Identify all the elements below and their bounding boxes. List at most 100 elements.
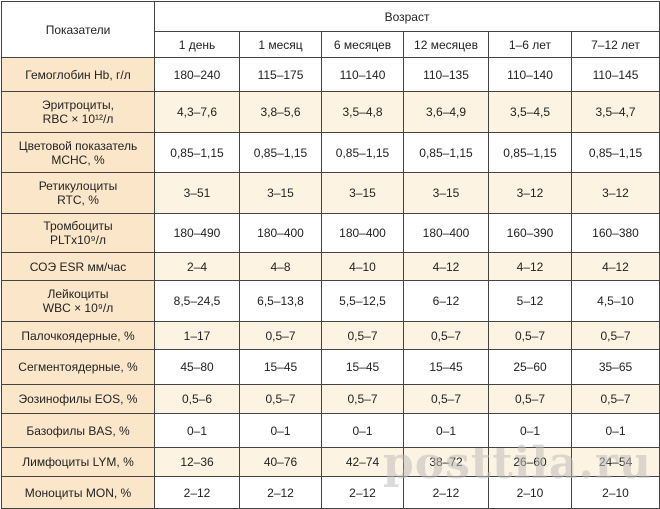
row-label: Цветовой показатель MCHC, % [1,132,155,173]
table-cell: 4–12 [570,252,660,281]
table-cell: 24–54 [570,447,660,477]
row-label-main: Лимфоциты LYM, % [22,455,134,469]
age-column-header: 1 месяц [239,31,322,58]
row-label-sub: RTC, % [57,193,99,207]
table-cell: 160–390 [488,213,572,253]
table-cell: 1–17 [154,321,240,350]
table-cell: 0,5–7 [488,384,572,414]
table-row: Палочкоядерные, % 1–17 0,5–7 0,5–7 0,5–7 0,5–… [1,321,660,350]
table-cell: 12–36 [154,447,240,477]
row-label: Сегментоядерные, % [1,349,155,385]
table-cell: 180–400 [239,213,322,253]
row-label: Лейкоциты WBC × 10⁹/л [1,280,155,322]
age-column-header: 12 месяцев [403,31,489,58]
row-label-main: Лейкоциты [47,287,109,301]
row-label-sub: MCHC, % [51,152,105,167]
row-label-main: Гемоглобин Hb, г/л [25,67,131,82]
table-cell: 3–12 [488,172,572,214]
table-cell: 0,85–1,15 [239,132,322,173]
table-cell: 110–140 [488,57,572,92]
table-cell: 2–10 [488,476,572,509]
row-label-main: Тромбоциты [43,219,113,233]
table-cell: 0,5–7 [570,384,660,414]
table-cell: 3,5–4,8 [321,91,404,133]
table-row: Цветовой показатель MCHC, % 0,85–1,15 0,85–… [1,132,660,173]
table-cell: 4,5–10 [570,280,660,322]
table-cell: 4–10 [321,252,404,281]
table-cell: 15–45 [403,349,489,385]
age-column-header: 7–12 лет [570,31,660,58]
table-cell: 0,5–7 [239,384,322,414]
table-cell: 110–135 [403,57,489,92]
table-cell: 0,5–7 [403,321,489,350]
table-cell: 2–12 [321,476,404,509]
table-cell: 0–1 [570,413,660,448]
table-cell: 4,3–7,6 [154,91,240,133]
table-cell: 0,5–7 [321,321,404,350]
table-cell: 180–400 [321,213,404,253]
table-cell: 3–12 [570,172,660,214]
row-label-sub: WBC × 10⁹/л [42,301,114,315]
row-label-main: Моноциты MON, % [24,485,132,500]
table-cell: 15–45 [321,349,404,385]
table-cell: 5,5–12,5 [321,280,404,322]
row-label-main: Палочкоядерные, % [21,328,135,343]
table-cell: 42–74 [321,447,404,477]
table-row: СОЭ ESR мм/час 2–4 4–8 4–10 4–12 4–12 4–12 [1,252,660,281]
row-label: Тромбоциты PLTx10⁹/л [1,213,155,253]
row-label-main: Сегментоядерные, % [18,360,138,374]
table-cell: 45–80 [154,349,240,385]
table-cell: 3–15 [239,172,322,214]
age-column-header: 6 месяцев [321,31,404,58]
table-cell: 35–65 [570,349,660,385]
row-label: СОЭ ESR мм/час [1,252,155,281]
table-cell: 0,5–6 [154,384,240,414]
table-cell: 15–45 [239,349,322,385]
row-label-main: Эритроциты, [42,98,114,112]
table-cell: 115–175 [239,57,322,92]
table-cell: 3,5–4,5 [488,91,572,133]
table-cell: 3–15 [321,172,404,214]
age-header: Возраст [153,1,660,32]
row-label: Базофилы BAS, % [1,413,155,448]
table-cell: 0,85–1,15 [321,132,404,173]
table-cell: 160–380 [570,213,660,253]
row-label-main: Эозинофилы EOS, % [18,392,138,406]
row-label-sub: PLTx10⁹/л [50,233,106,247]
table-cell: 0,85–1,15 [570,132,660,173]
row-label-main: Базофилы BAS, % [26,423,130,438]
table-cell: 110–140 [321,57,404,92]
age-column-header: 1 день [154,31,240,58]
table-cell: 0,5–7 [239,321,322,350]
table-row: Ретикулоциты RTC, % 3–51 3–15 3–15 3–15 3–12 3–… [1,172,660,214]
table-cell: 4–8 [239,252,322,281]
table-cell: 2–12 [239,476,322,509]
table-cell: 5–12 [488,280,572,322]
row-label: Палочкоядерные, % [1,321,155,350]
table-row: Базофилы BAS, % 0–1 0–1 0–1 0–1 0–1 0–1 [1,413,660,448]
row-label: Моноциты MON, % [1,476,155,509]
table-cell: 0,5–7 [321,384,404,414]
table-cell: 3,6–4,9 [403,91,489,133]
table-cell: 0,85–1,15 [488,132,572,173]
table-cell: 0,85–1,15 [403,132,489,173]
table-cell: 6–12 [403,280,489,322]
table-cell: 40–76 [239,447,322,477]
table-cell: 38–72 [403,447,489,477]
row-label-main: Цветовой показатель [18,138,138,153]
table-cell: 180–400 [403,213,489,253]
table-cell: 8,5–24,5 [154,280,240,322]
table-cell: 3,8–5,6 [239,91,322,133]
table-cell: 0,5–7 [570,321,660,350]
table-cell: 3–51 [154,172,240,214]
table-cell: 110–145 [570,57,660,92]
table-row: Сегментоядерные, % 45–80 15–45 15–45 15–45 25… [1,349,660,385]
table-row: Лимфоциты LYM, % 12–36 40–76 42–74 38–72 26–6… [1,447,660,477]
table-row: Эритроциты, RBC × 10¹²/л 4,3–7,6 3,8–5,6 3,5… [1,91,660,133]
table-cell: 0–1 [321,413,404,448]
table-cell: 0,85–1,15 [154,132,240,173]
table-cell: 2–4 [154,252,240,281]
table-cell: 2–12 [154,476,240,509]
table-row: Тромбоциты PLTx10⁹/л 180–490 180–400 180–400… [1,213,660,253]
